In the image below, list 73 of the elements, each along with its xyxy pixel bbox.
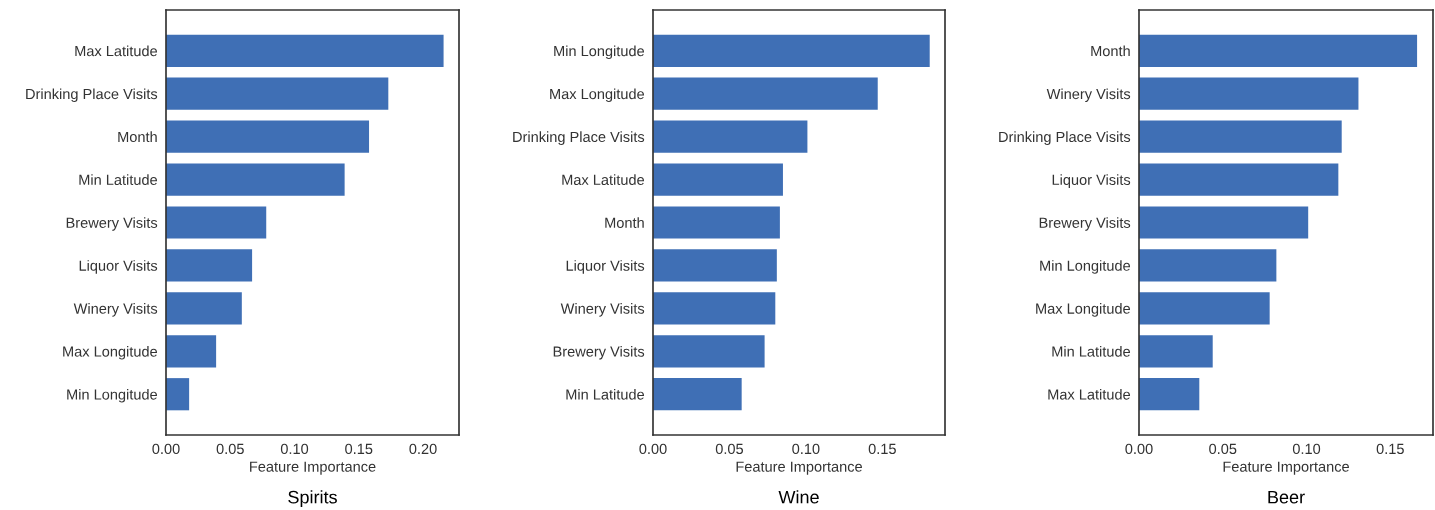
y-tick-label: Max Longitude — [550, 88, 645, 103]
bar — [1139, 249, 1277, 282]
text: Beer — [1268, 490, 1305, 504]
x-tick-label: 0.05 — [715, 443, 744, 455]
bar — [166, 335, 217, 368]
y-tick-label: Brewery Visits — [553, 346, 645, 360]
x-tick-label: 0.15 — [345, 443, 373, 455]
bar — [166, 378, 190, 411]
y-tick-label: Drinking Place Visits — [513, 131, 645, 145]
y-tick-label: Min Longitude — [67, 388, 158, 403]
y-tick-label: Brewery Visits — [1039, 217, 1131, 231]
bar — [1139, 34, 1418, 67]
bar — [653, 335, 765, 368]
y-tick-label: Max Longitude — [63, 346, 158, 360]
x-axis-title: Feature Importance — [250, 461, 376, 475]
x-tick-label: 0.15 — [1376, 443, 1404, 455]
x-tick-label: 0.10 — [792, 443, 820, 455]
y-tick-label: Brewery Visits — [66, 217, 158, 231]
x-axis-title: Feature Importance — [736, 461, 862, 475]
bar — [653, 249, 777, 282]
bar — [653, 206, 780, 239]
bar — [653, 77, 878, 110]
bar — [653, 163, 783, 196]
y-tick-label: Winery Visits — [560, 303, 645, 317]
y-tick-label: Drinking Place Visits — [26, 88, 158, 103]
bar — [166, 206, 267, 239]
bar — [653, 292, 776, 325]
text: Wine — [778, 490, 819, 504]
y-tick-label: Liquor Visits — [79, 260, 158, 274]
y-tick-label: Month — [118, 131, 157, 143]
x-tick-label: 0.10 — [1292, 443, 1321, 455]
y-tick-label: Winery Visits — [1046, 88, 1131, 103]
bar — [653, 120, 808, 153]
bar — [166, 34, 444, 67]
y-tick-label: Max Latitude — [562, 174, 645, 185]
x-tick-label: 0.05 — [1209, 443, 1237, 455]
bar — [166, 292, 242, 325]
text: Spirits — [288, 490, 337, 508]
bar — [1139, 292, 1270, 325]
bar — [653, 378, 742, 411]
x-tick-label: 0.05 — [216, 443, 244, 455]
y-tick-label: Max Latitude — [75, 45, 158, 57]
bar — [1139, 77, 1359, 110]
y-tick-label: Liquor Visits — [566, 260, 645, 274]
y-tick-label: Min Latitude — [79, 174, 158, 185]
y-tick-label: Max Longitude — [1036, 303, 1131, 317]
bar — [1139, 163, 1339, 196]
x-axis-title: Feature Importance — [1223, 461, 1349, 475]
y-tick-label: Month — [1091, 45, 1130, 57]
bar — [166, 163, 345, 196]
bar — [1139, 120, 1342, 153]
bar — [1139, 335, 1213, 368]
x-tick-label: 0.20 — [409, 443, 437, 455]
y-tick-label: Min Longitude — [554, 45, 645, 60]
y-tick-label: Min Latitude — [1052, 346, 1131, 357]
x-tick-label: 0.15 — [868, 443, 896, 455]
bar — [166, 77, 389, 110]
bar — [166, 120, 370, 153]
y-tick-label: Max Latitude — [1048, 388, 1131, 400]
x-tick-label: 0.00 — [1125, 443, 1153, 455]
x-tick-label: 0.00 — [152, 443, 180, 455]
y-tick-label: Winery Visits — [73, 303, 158, 317]
x-tick-label: 0.10 — [280, 443, 309, 455]
bar — [166, 249, 253, 282]
y-tick-label: Min Latitude — [566, 388, 645, 400]
bar — [653, 34, 930, 67]
y-tick-label: Min Longitude — [1040, 260, 1131, 274]
bar — [1139, 206, 1309, 239]
y-tick-label: Liquor Visits — [1052, 174, 1131, 188]
y-tick-label: Drinking Place Visits — [999, 131, 1131, 145]
y-tick-label: Month — [605, 217, 644, 228]
bar — [1139, 378, 1200, 411]
x-tick-label: 0.00 — [639, 443, 667, 455]
